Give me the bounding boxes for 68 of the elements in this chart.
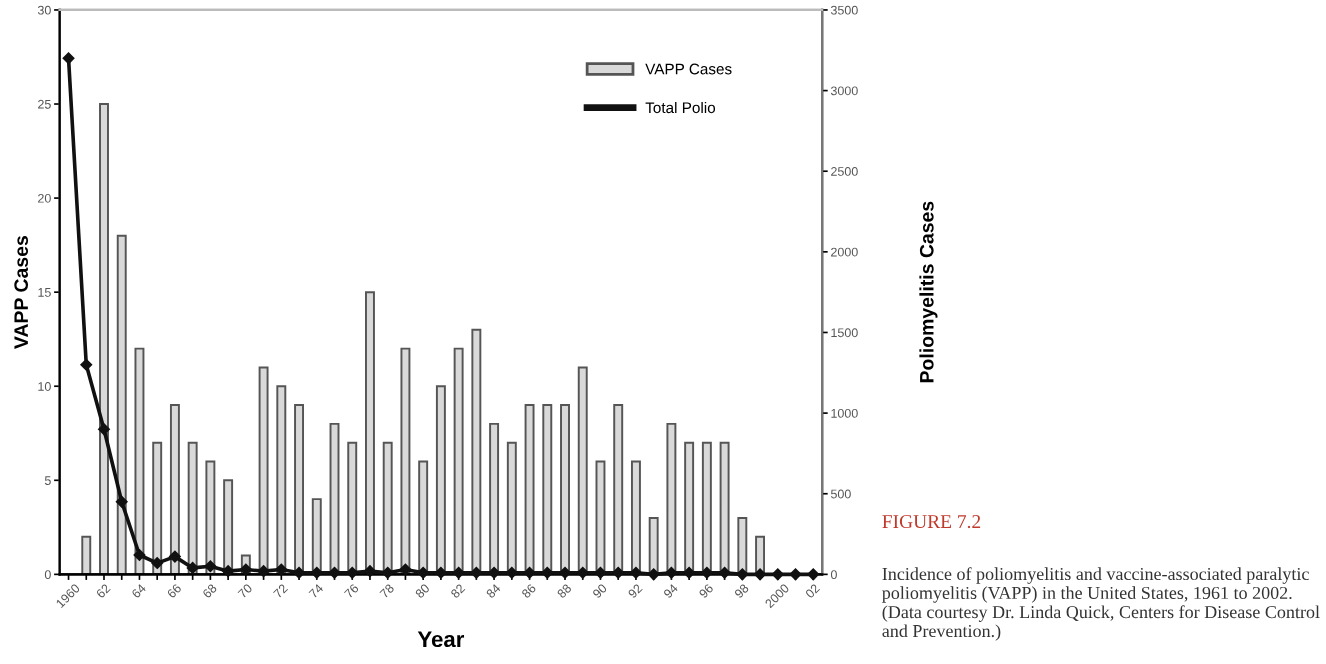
bar: [276, 385, 287, 575]
bar: [205, 460, 216, 575]
bar: [418, 460, 429, 575]
point: [151, 557, 163, 569]
point: [612, 567, 624, 579]
point: [399, 563, 412, 576]
bar: [134, 347, 145, 575]
point: [116, 496, 128, 508]
bar: [169, 404, 180, 575]
point: [488, 567, 500, 579]
point: [789, 568, 802, 581]
bar: [648, 516, 659, 575]
bar: [382, 441, 393, 575]
point: [222, 565, 234, 577]
point: [772, 568, 784, 581]
bar: [453, 347, 464, 575]
bar: [116, 234, 127, 575]
bar: [542, 404, 553, 575]
point: [204, 560, 217, 573]
point: [506, 567, 518, 579]
bar: [666, 422, 677, 575]
bar: [187, 441, 198, 575]
bar: [560, 404, 570, 575]
bar: [294, 404, 304, 575]
bar: [506, 441, 517, 575]
bar: [737, 516, 748, 575]
point: [80, 359, 92, 371]
bar: [99, 103, 109, 575]
bar: [719, 441, 730, 575]
point: [754, 568, 766, 581]
bar: [489, 422, 500, 575]
point: [240, 563, 252, 576]
bar: [701, 441, 712, 575]
bar: [471, 328, 482, 575]
bar: [400, 347, 411, 575]
point: [701, 567, 713, 579]
point: [293, 567, 305, 579]
x-axis-title: Year: [417, 631, 465, 648]
text: Incidence of poliomyelitis and vaccine-associated paralytic poliomyelitis (VAPP) in the United States, 1961 to 2002. (Data courtesy Dr. Linda Quick, Centers for Disease Control and Prevention.): [882, 567, 1320, 641]
bar: [258, 366, 269, 575]
bar: [223, 479, 234, 575]
point: [559, 567, 571, 579]
y2-axis-title: Poliomyelitis Cases: [919, 201, 938, 383]
point: [630, 567, 642, 579]
bar: [613, 404, 624, 575]
point: [133, 549, 146, 561]
bar: [347, 441, 358, 575]
bar: [435, 385, 446, 575]
point: [186, 562, 199, 574]
point: [275, 563, 288, 576]
bar: [755, 535, 766, 575]
point: [736, 568, 749, 581]
point: [807, 568, 819, 581]
point: [364, 565, 376, 577]
y-axis-title: VAPP Cases: [14, 236, 29, 349]
bar: [630, 460, 641, 575]
bar: [524, 404, 535, 575]
caption: FIGURE 7.2: [882, 515, 981, 529]
bar: [152, 441, 163, 575]
point: [435, 567, 447, 579]
point: [98, 423, 110, 435]
bar: [311, 498, 322, 575]
bar: [81, 535, 92, 575]
bar: [684, 441, 695, 575]
point: [683, 567, 695, 579]
point: [169, 550, 181, 563]
bar: [577, 366, 588, 575]
point: [257, 565, 270, 577]
